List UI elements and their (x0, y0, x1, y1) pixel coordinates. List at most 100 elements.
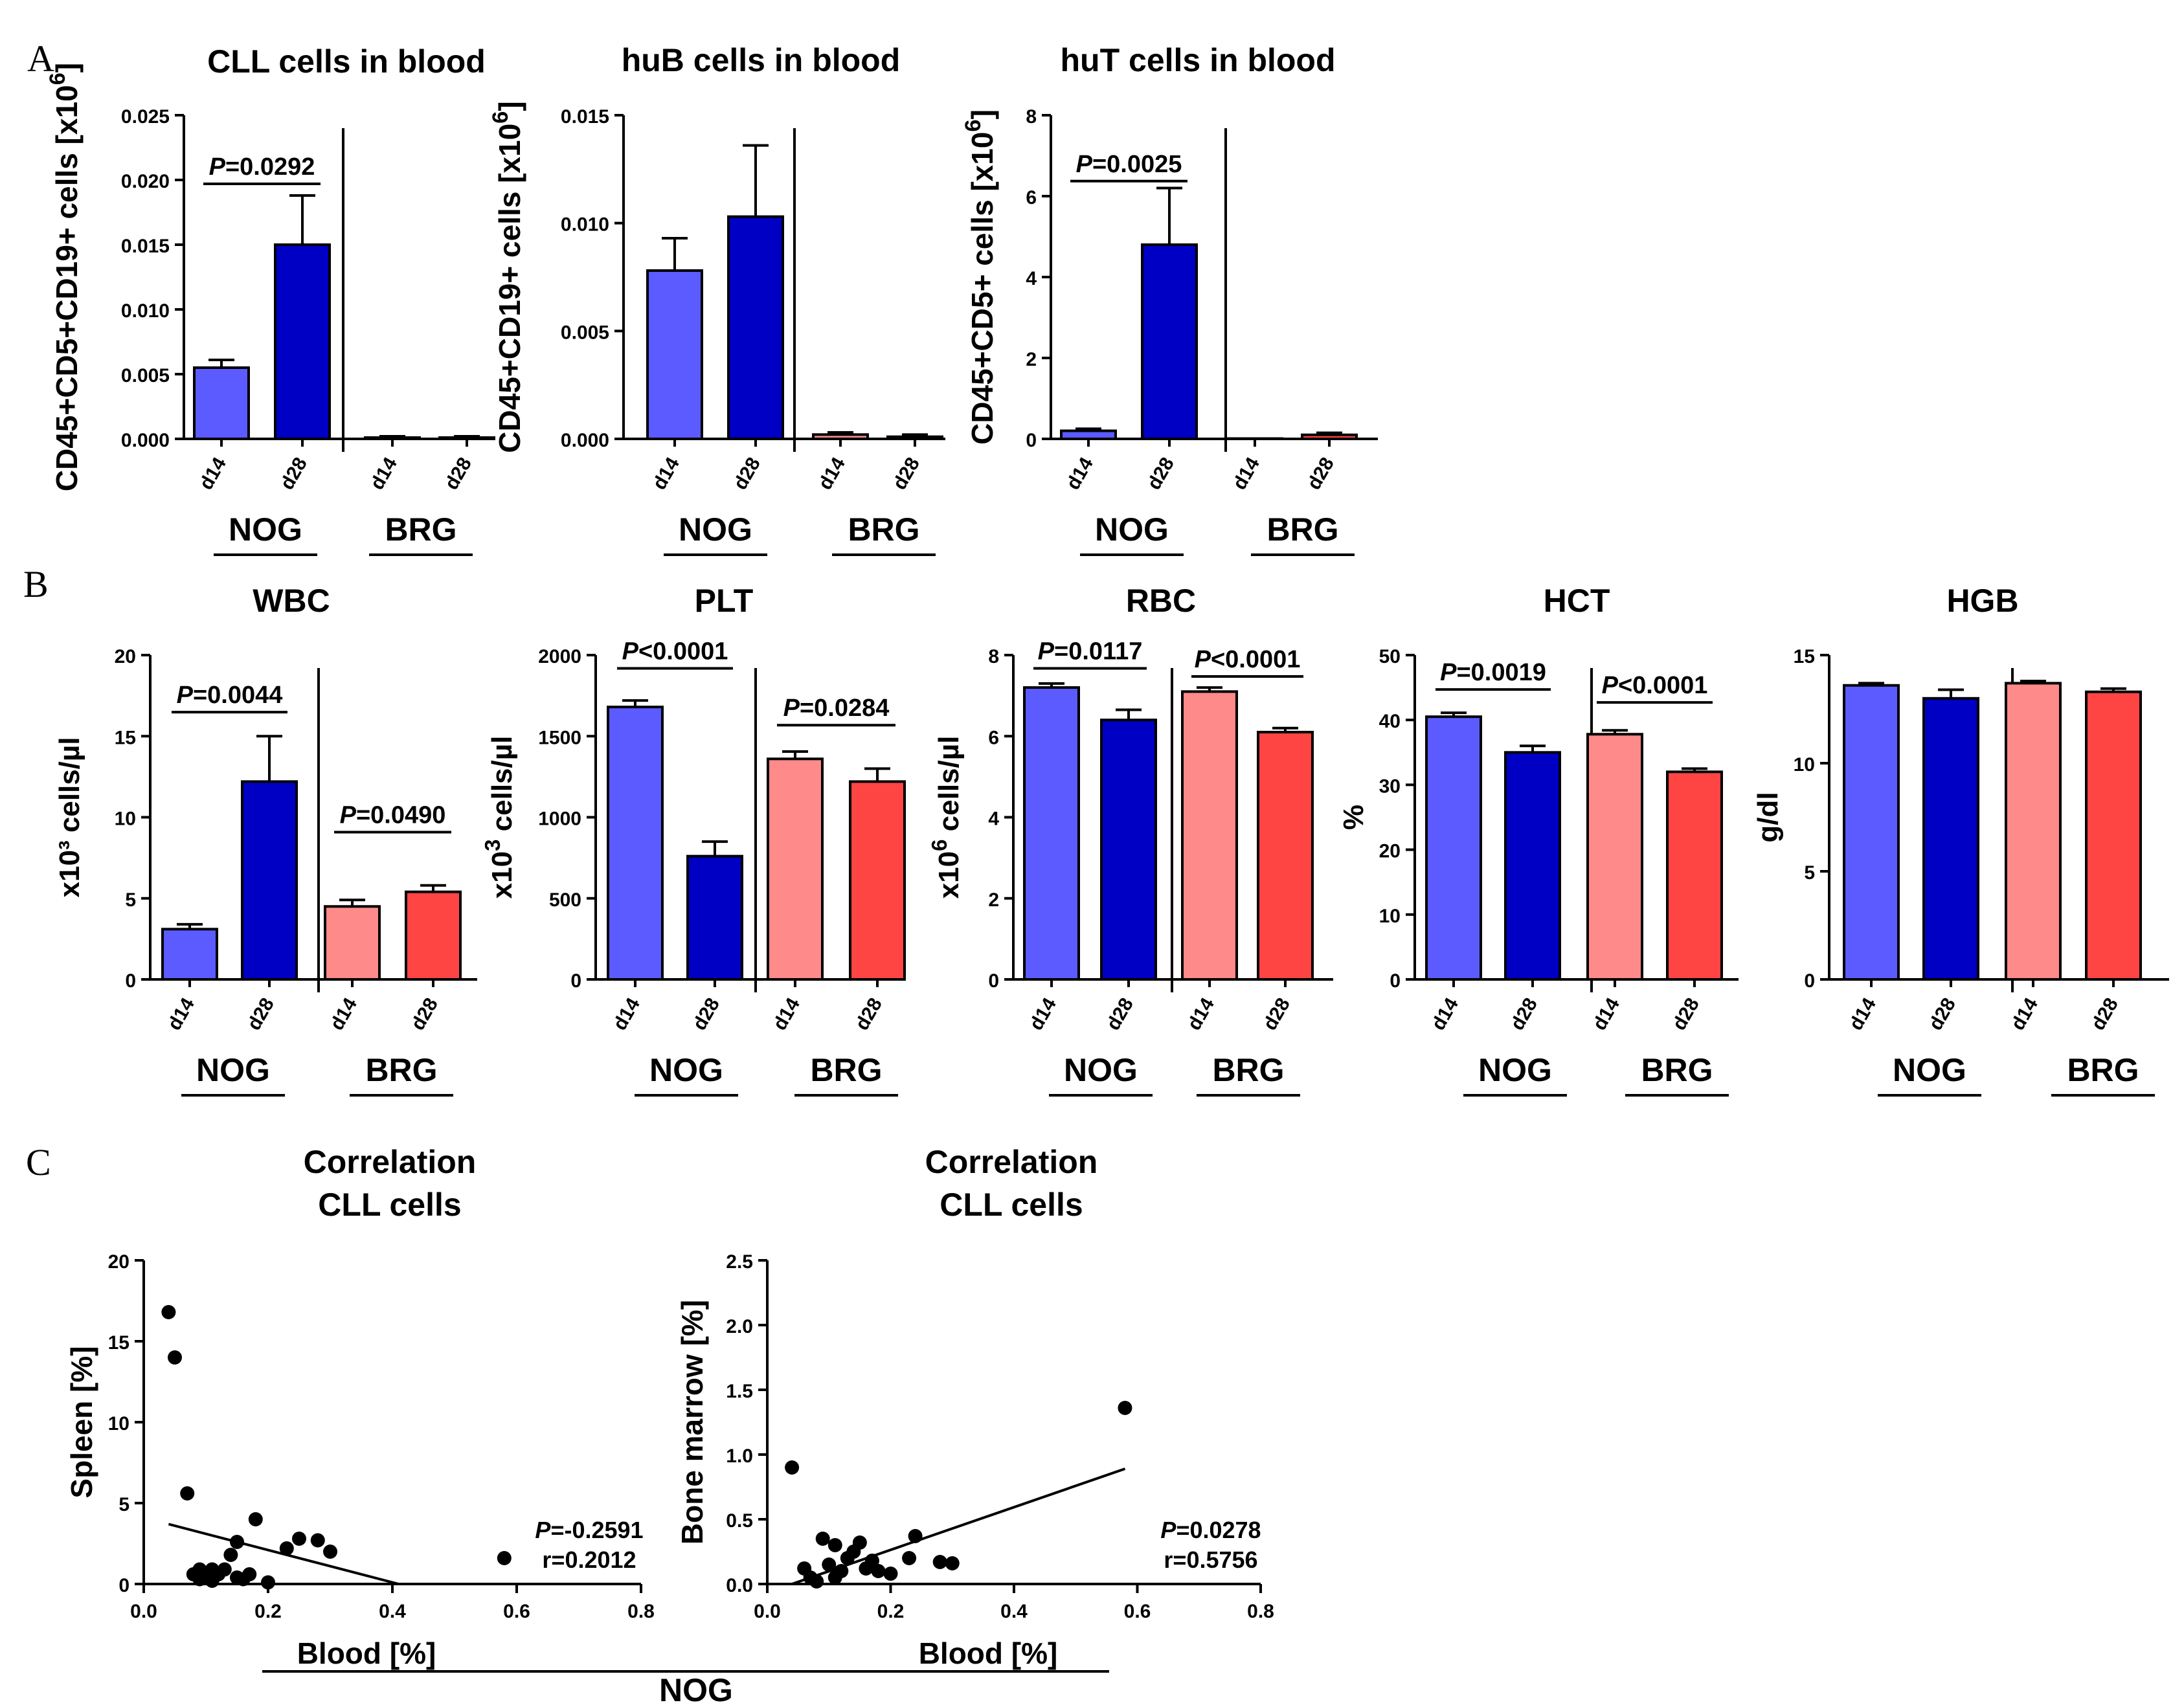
x-tick-label: d14 (1184, 994, 1219, 1034)
y-tick-label: 2 (1026, 349, 1037, 370)
y-tick-label: 0 (1026, 430, 1037, 451)
group-label-nog: NOG (196, 1052, 270, 1088)
bar (1100, 719, 1157, 981)
data-point (323, 1545, 337, 1559)
bar (2085, 690, 2142, 981)
stat-p-value: P=0.0278 (1160, 1517, 1261, 1543)
stat-r-value: r=0.5756 (1164, 1546, 1257, 1573)
bar (849, 780, 906, 981)
chart-title: huB cells in blood (622, 42, 901, 78)
data-point (902, 1551, 917, 1565)
y-tick-label: 5 (125, 889, 136, 911)
x-tick-label: 0.0 (754, 1601, 781, 1622)
y-tick-label: 20 (1379, 841, 1401, 862)
y-tick-label: 10 (115, 809, 136, 830)
y-tick-label: 0 (570, 970, 581, 992)
x-tick-label: d14 (1063, 454, 1098, 494)
regression-line (168, 1523, 400, 1585)
bar (241, 780, 298, 981)
bar (1922, 697, 1979, 981)
y-tick-label: 5 (1804, 862, 1815, 884)
y-tick-label: 0.025 (121, 106, 170, 128)
data-point (217, 1562, 232, 1577)
bar (364, 436, 421, 440)
x-tick-label: 0.6 (1124, 1601, 1151, 1622)
y-tick-label: 30 (1379, 775, 1401, 797)
x-tick-label: d28 (407, 994, 442, 1034)
data-point (292, 1532, 306, 1546)
bar (274, 243, 331, 440)
bar (1257, 730, 1314, 981)
y-tick-label: 40 (1379, 711, 1401, 732)
chart-b2: PLT 0 500 1000 1500 2000 x103 cells/µl d14 d28 d1… (480, 583, 906, 1097)
text-span: CD45+CD19+ cells [x10 (493, 124, 526, 453)
y-tick-label: 0.005 (121, 365, 170, 386)
chart-title: WBC (253, 583, 330, 619)
text-span: =0.0490 (356, 802, 445, 829)
data-point (168, 1350, 182, 1365)
chart-title: Correlation (304, 1144, 477, 1180)
chart-subtitle: CLL cells (940, 1187, 1083, 1223)
data-point (497, 1551, 512, 1565)
y-tick-label: 6 (1026, 187, 1037, 208)
group-label-brg: BRG (1266, 511, 1338, 548)
text-span: =0.0019 (1456, 659, 1546, 686)
chart-title: PLT (695, 583, 754, 619)
x-axis-label: Blood [%] (297, 1636, 436, 1670)
superscript: 6 (927, 840, 951, 851)
x-tick-label: d28 (1669, 994, 1704, 1034)
bar (1141, 243, 1198, 440)
text-span: x10 (486, 851, 518, 898)
y-tick-label: 10 (1379, 906, 1401, 927)
group-label-nog: NOG (1478, 1052, 1552, 1088)
x-tick-label: d14 (326, 994, 362, 1034)
bar (1425, 715, 1482, 981)
x-tick-label: 0.6 (503, 1601, 530, 1622)
data-point (815, 1532, 830, 1546)
text-span: <0.0001 (1618, 672, 1707, 699)
data-point (242, 1567, 257, 1581)
group-label-brg: BRG (385, 511, 456, 548)
chart-b5: HGB 0 5 10 15 g/dl d14 d28 d14 d28 NOG BRG (1752, 583, 2169, 1097)
x-tick-label: 0.4 (1000, 1601, 1028, 1622)
y-tick-label: 10 (108, 1413, 129, 1434)
group-label-nog: NOG (649, 1052, 723, 1088)
x-tick-label: d14 (1026, 994, 1061, 1034)
p-value-label: P=0.0019 (1440, 659, 1546, 686)
y-tick-label: 0 (125, 970, 136, 992)
x-tick-label: d14 (2007, 994, 2043, 1034)
data-point (871, 1564, 886, 1578)
y-axis-label: CD45+CD5+CD19+ cells [x106] (45, 63, 84, 491)
data-point (932, 1555, 947, 1569)
bar (886, 435, 943, 441)
y-axis-label: g/dl (1752, 792, 1784, 842)
chart-title: HGB (1946, 583, 2018, 619)
text-span: x10³ cells/µl (54, 737, 85, 898)
y-tick-label: 20 (115, 646, 136, 667)
x-tick-label: d14 (1845, 994, 1881, 1034)
text-span: =0.0025 (1092, 151, 1182, 178)
y-tick-label: 0.005 (561, 322, 609, 343)
y-tick-label: 4 (988, 809, 999, 830)
bar (1023, 686, 1080, 981)
p-value-label: P=0.0490 (340, 802, 446, 829)
x-tick-label: d14 (649, 454, 684, 494)
data-point (279, 1541, 294, 1556)
p-value-label: P=0.0292 (209, 153, 315, 181)
chart-c1: Correlation CLL cells 0 5 10 15 20 0.0 0.2 0.4 0.6… (65, 1144, 655, 1670)
y-tick-label: 15 (1794, 646, 1815, 667)
data-point (785, 1460, 800, 1475)
chart-title: CLL cells in blood (207, 43, 486, 80)
text-span: cells/µl (486, 736, 518, 840)
group-label-brg: BRG (1212, 1052, 1284, 1088)
stat-p-value: P=-0.2591 (535, 1517, 643, 1543)
y-tick-label: 0.010 (561, 214, 609, 236)
x-tick-label: d28 (889, 454, 924, 493)
bar (727, 215, 784, 440)
bar (1666, 770, 1723, 981)
y-tick-label: 15 (108, 1332, 129, 1354)
chart-title: Correlation (925, 1144, 1098, 1180)
x-tick-label: 0.8 (627, 1601, 655, 1622)
